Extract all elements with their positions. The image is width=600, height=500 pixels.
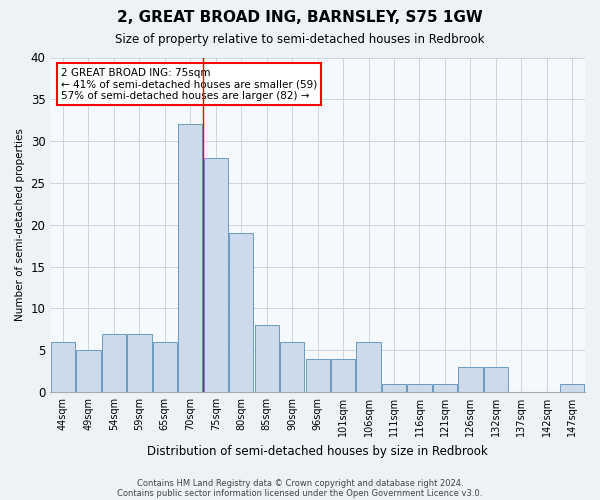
Bar [458,367,482,392]
Bar [229,233,253,392]
Bar [51,342,75,392]
Y-axis label: Number of semi-detached properties: Number of semi-detached properties [15,128,25,321]
Bar [153,342,177,392]
X-axis label: Distribution of semi-detached houses by size in Redbrook: Distribution of semi-detached houses by … [147,444,488,458]
Text: Size of property relative to semi-detached houses in Redbrook: Size of property relative to semi-detach… [115,32,485,46]
Bar [331,358,355,392]
Bar [433,384,457,392]
Bar [356,342,380,392]
Bar [560,384,584,392]
Text: 2, GREAT BROAD ING, BARNSLEY, S75 1GW: 2, GREAT BROAD ING, BARNSLEY, S75 1GW [117,10,483,25]
Text: Contains HM Land Registry data © Crown copyright and database right 2024.: Contains HM Land Registry data © Crown c… [137,478,463,488]
Bar [280,342,304,392]
Bar [178,124,202,392]
Bar [204,158,228,392]
Bar [484,367,508,392]
Bar [305,358,330,392]
Bar [382,384,406,392]
Bar [76,350,101,392]
Text: Contains public sector information licensed under the Open Government Licence v3: Contains public sector information licen… [118,488,482,498]
Text: 2 GREAT BROAD ING: 75sqm
← 41% of semi-detached houses are smaller (59)
57% of s: 2 GREAT BROAD ING: 75sqm ← 41% of semi-d… [61,68,317,100]
Bar [254,325,279,392]
Bar [127,334,152,392]
Bar [407,384,431,392]
Bar [102,334,126,392]
